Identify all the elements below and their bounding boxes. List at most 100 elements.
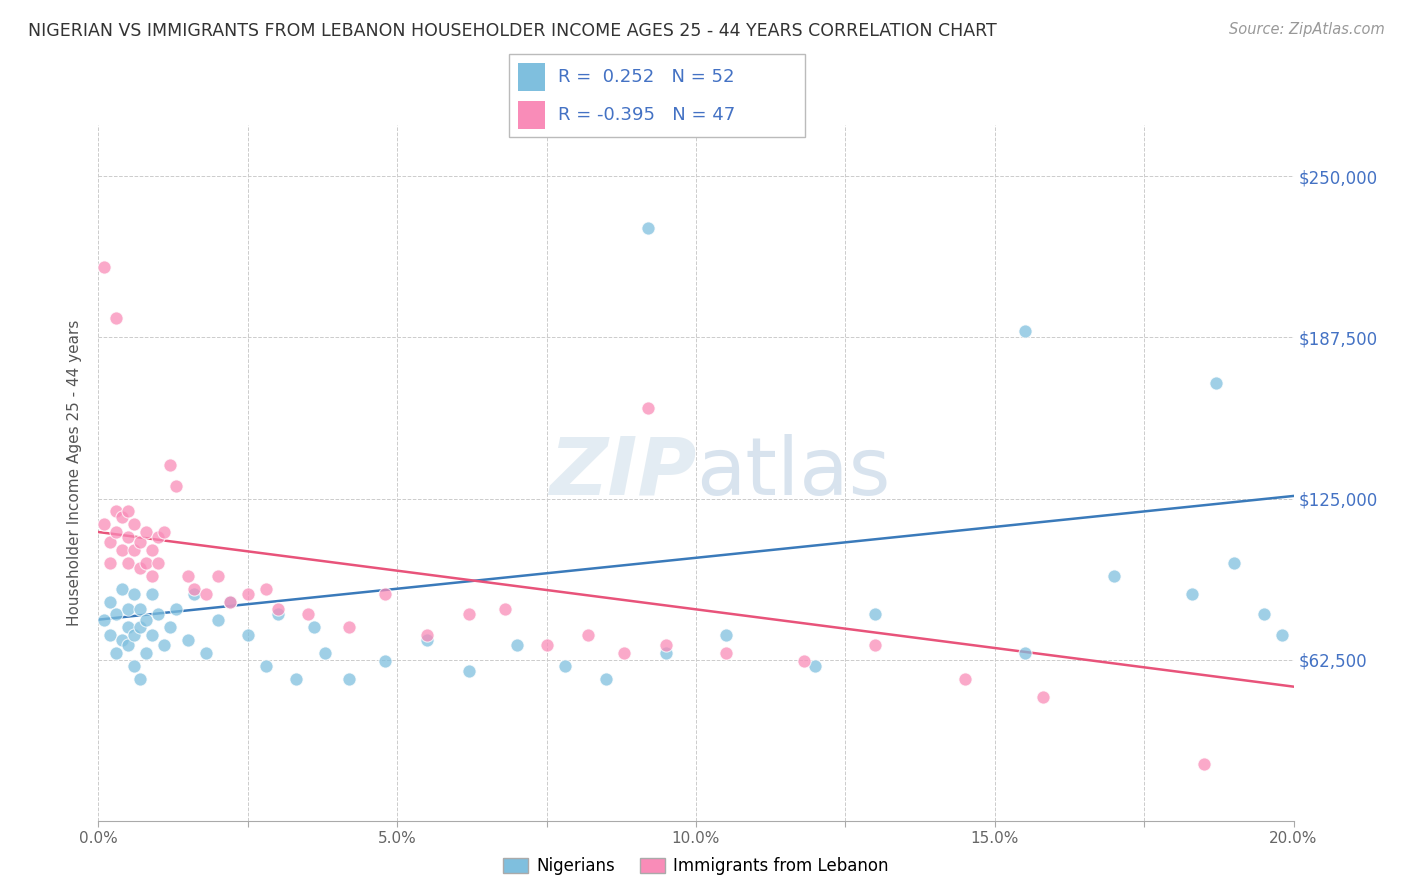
Point xyxy=(236,587,259,601)
Point xyxy=(141,569,163,583)
Point xyxy=(219,594,242,608)
Point xyxy=(195,587,218,601)
Point xyxy=(141,543,163,558)
Y-axis label: Householder Income Ages 25 - 44 years: Householder Income Ages 25 - 44 years xyxy=(67,319,83,626)
Legend: Nigerians, Immigrants from Lebanon: Nigerians, Immigrants from Lebanon xyxy=(496,851,896,882)
Point xyxy=(1014,646,1036,660)
Text: R =  0.252   N = 52: R = 0.252 N = 52 xyxy=(558,68,734,86)
Point xyxy=(105,646,128,660)
Point xyxy=(1271,628,1294,642)
Point xyxy=(613,646,636,660)
Bar xyxy=(519,62,546,91)
Point xyxy=(207,613,229,627)
Point xyxy=(494,602,516,616)
Point xyxy=(129,602,152,616)
Point xyxy=(124,587,146,601)
Point xyxy=(554,659,576,673)
Text: ZIP: ZIP xyxy=(548,434,696,512)
Point xyxy=(129,620,152,634)
Point xyxy=(219,594,242,608)
Point xyxy=(117,639,139,653)
Point xyxy=(1192,756,1215,771)
Point xyxy=(135,646,157,660)
Point xyxy=(183,587,205,601)
Point xyxy=(105,311,128,326)
Point xyxy=(339,672,360,686)
Point xyxy=(374,587,396,601)
Text: atlas: atlas xyxy=(696,434,890,512)
Point xyxy=(159,458,181,472)
Point xyxy=(135,613,157,627)
Point xyxy=(105,607,128,622)
Point xyxy=(141,628,163,642)
Point xyxy=(93,613,115,627)
Point xyxy=(195,646,218,660)
Point xyxy=(267,607,290,622)
Point xyxy=(177,633,200,648)
Point xyxy=(637,401,659,416)
Point xyxy=(105,524,128,539)
Point xyxy=(148,556,170,570)
Point xyxy=(105,504,128,518)
Point xyxy=(284,672,307,686)
Point xyxy=(637,221,659,235)
Point xyxy=(254,659,277,673)
Point xyxy=(236,628,259,642)
Point xyxy=(267,602,290,616)
Point xyxy=(536,639,558,653)
Point xyxy=(865,639,887,653)
Point xyxy=(165,602,187,616)
Point xyxy=(117,602,139,616)
Point xyxy=(804,659,827,673)
FancyBboxPatch shape xyxy=(509,54,806,137)
Point xyxy=(1032,690,1054,704)
Point xyxy=(183,582,205,596)
Point xyxy=(1205,376,1227,390)
Point xyxy=(153,639,176,653)
Point xyxy=(124,628,146,642)
Point xyxy=(595,672,617,686)
Point xyxy=(953,672,976,686)
Point xyxy=(207,569,229,583)
Point xyxy=(93,517,115,532)
Point xyxy=(302,620,325,634)
Point xyxy=(124,517,146,532)
Point xyxy=(159,620,181,634)
Text: NIGERIAN VS IMMIGRANTS FROM LEBANON HOUSEHOLDER INCOME AGES 25 - 44 YEARS CORREL: NIGERIAN VS IMMIGRANTS FROM LEBANON HOUS… xyxy=(28,22,997,40)
Point xyxy=(129,561,152,575)
Point xyxy=(315,646,337,660)
Point xyxy=(458,607,481,622)
Text: R = -0.395   N = 47: R = -0.395 N = 47 xyxy=(558,105,735,123)
Point xyxy=(865,607,887,622)
Point xyxy=(129,535,152,549)
Point xyxy=(100,594,122,608)
Text: Source: ZipAtlas.com: Source: ZipAtlas.com xyxy=(1229,22,1385,37)
Point xyxy=(93,260,115,274)
Point xyxy=(135,556,157,570)
Point xyxy=(416,633,439,648)
Point xyxy=(148,607,170,622)
Point xyxy=(117,530,139,544)
Point xyxy=(416,628,439,642)
Point xyxy=(1223,556,1246,570)
Point xyxy=(297,607,319,622)
Bar xyxy=(519,101,546,129)
Point xyxy=(1104,569,1126,583)
Point xyxy=(655,646,678,660)
Point xyxy=(117,556,139,570)
Point xyxy=(714,646,737,660)
Point xyxy=(655,639,678,653)
Point xyxy=(148,530,170,544)
Point xyxy=(578,628,600,642)
Point xyxy=(1014,324,1036,338)
Point xyxy=(1181,587,1204,601)
Point xyxy=(506,639,529,653)
Point xyxy=(111,543,134,558)
Point xyxy=(111,582,134,596)
Point xyxy=(124,659,146,673)
Point xyxy=(793,654,815,668)
Point xyxy=(100,556,122,570)
Point xyxy=(135,524,157,539)
Point xyxy=(100,535,122,549)
Point xyxy=(1253,607,1275,622)
